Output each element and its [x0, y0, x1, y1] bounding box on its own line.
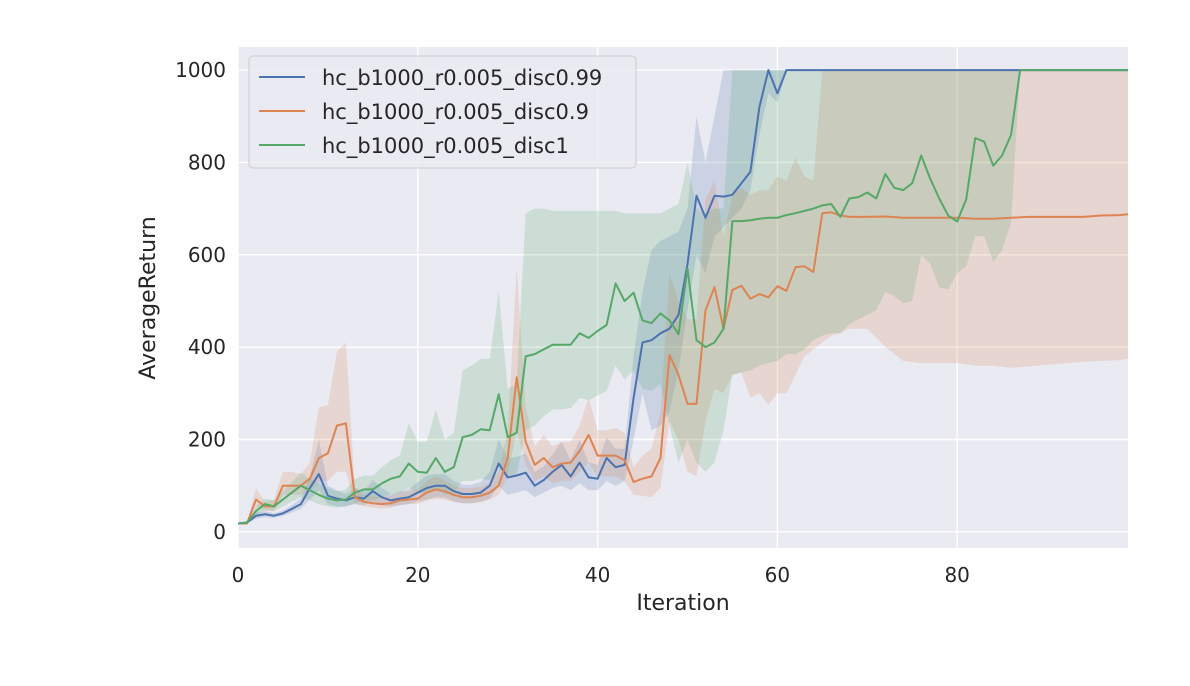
series-line-1 — [238, 211, 1129, 525]
legend-label-0: hc_b1000_r0.005_disc0.99 — [322, 66, 602, 91]
x-tick-label: 20 — [405, 563, 430, 587]
legend-label-1: hc_b1000_r0.005_disc0.9 — [322, 100, 589, 125]
x-tick-label: 60 — [765, 563, 790, 587]
y-tick-labels: 0 200 400 600 800 1000 — [175, 58, 226, 544]
y-axis-label: AverageReturn — [136, 216, 161, 379]
legend-label-2: hc_b1000_r0.005_disc1 — [322, 134, 569, 159]
legend: hc_b1000_r0.005_disc0.99 hc_b1000_r0.005… — [248, 55, 637, 169]
x-tick-labels: 0 20 40 60 80 — [232, 563, 970, 587]
line-layer — [237, 69, 1129, 525]
x-axis-label: Iteration — [636, 591, 729, 616]
series-line-2 — [237, 69, 1128, 525]
series-band-1 — [238, 70, 1128, 525]
y-tick-label: 600 — [188, 243, 226, 267]
legend-box — [248, 55, 637, 169]
y-tick-label: 0 — [213, 520, 226, 544]
y-tick-label: 1000 — [175, 58, 226, 82]
x-tick-label: 40 — [585, 563, 610, 587]
y-tick-label: 400 — [188, 335, 226, 359]
x-tick-label: 80 — [944, 563, 969, 587]
x-tick-label: 0 — [232, 563, 245, 587]
y-tick-label: 200 — [188, 427, 226, 451]
y-tick-label: 800 — [188, 150, 226, 174]
